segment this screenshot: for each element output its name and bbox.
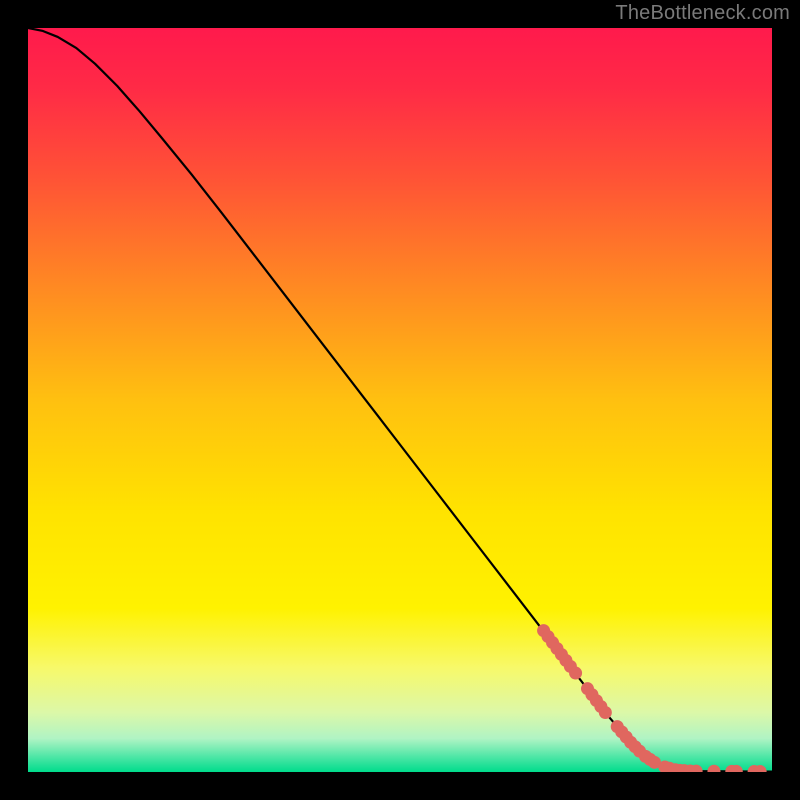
bottleneck-curve-chart — [0, 0, 800, 800]
data-marker — [599, 706, 612, 719]
heat-gradient-background — [28, 28, 772, 772]
data-marker — [569, 667, 582, 680]
watermark-text: TheBottleneck.com — [615, 2, 790, 25]
